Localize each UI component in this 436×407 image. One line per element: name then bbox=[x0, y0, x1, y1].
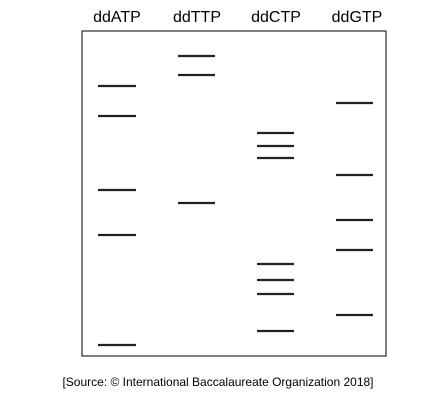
lane-label-ddatp: ddATP bbox=[93, 9, 141, 26]
lane-label-ddgtp: ddGTP bbox=[331, 9, 383, 26]
source-caption: [Source: © International Baccalaureate O… bbox=[62, 375, 374, 389]
bands-layer bbox=[98, 54, 373, 347]
lane-label-ddctp: ddCTP bbox=[251, 9, 301, 26]
gel-frame bbox=[81, 30, 387, 357]
lane-label-ddttp: ddTTP bbox=[172, 9, 221, 26]
